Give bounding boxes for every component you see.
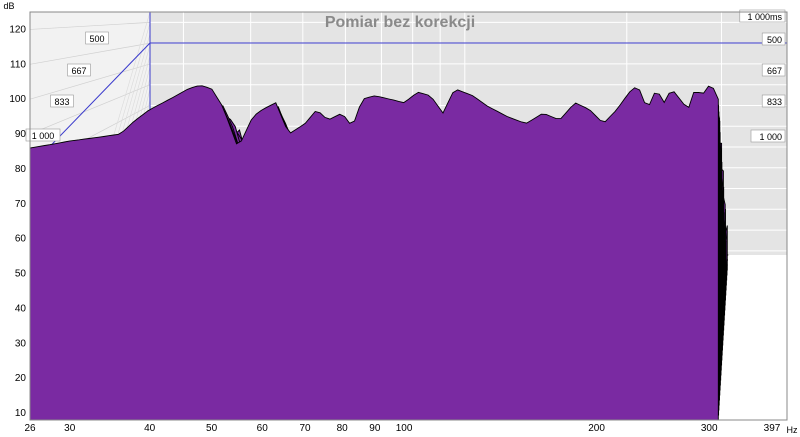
- x-tick-label: 70: [299, 423, 311, 434]
- grid-line-side: [29, 63, 151, 100]
- time-label-box: [750, 129, 786, 143]
- y-tick-label: 70: [15, 199, 27, 210]
- x-tick-label: 90: [369, 423, 381, 434]
- grid-line-side: [29, 42, 151, 65]
- y-tick-label: 110: [10, 59, 26, 70]
- x-tick-label: 26: [24, 423, 36, 434]
- y-tick-label: 30: [15, 338, 27, 349]
- x-tick-label: 200: [588, 423, 605, 434]
- time-label-box: [761, 63, 786, 77]
- time-label-left: 1 000: [32, 131, 55, 141]
- plot-frame: [29, 11, 788, 421]
- y-tick-label: 20: [15, 373, 27, 384]
- y-tick-label: 90: [15, 129, 27, 140]
- time-label-right: 667: [767, 66, 782, 76]
- y-tick-label: 10: [15, 408, 27, 419]
- time-label-right: 500: [767, 35, 782, 45]
- time-label-right: 833: [767, 97, 782, 107]
- time-label-box: [739, 9, 786, 23]
- x-tick-label: 40: [144, 423, 156, 434]
- chart-title: Pomiar bez korekcji: [325, 14, 475, 31]
- time-label-box: [25, 128, 61, 142]
- waterfall-slices: [29, 85, 729, 421]
- waterfall-slice: [29, 85, 719, 421]
- x-tick-label: 397: [764, 423, 781, 434]
- time-label-box: [761, 94, 786, 108]
- time-label-box: [50, 94, 74, 108]
- x-tick-label: 60: [257, 423, 269, 434]
- x-tick-label: 300: [701, 423, 718, 434]
- time-label-box: [85, 31, 109, 45]
- x-tick-label: 50: [206, 423, 218, 434]
- grid-line-side: [29, 22, 151, 30]
- time-label-right: 1 000ms: [747, 12, 782, 22]
- time-label-box: [67, 63, 91, 77]
- x-axis-unit: Hz: [787, 425, 798, 435]
- y-axis-unit: dB: [3, 1, 14, 11]
- y-tick-label: 50: [15, 269, 27, 280]
- y-tick-label: 120: [9, 24, 26, 35]
- x-tick-label: 80: [337, 423, 349, 434]
- time-label-box: [761, 32, 786, 46]
- time-label-left: 500: [89, 34, 104, 44]
- y-tick-label: 60: [15, 234, 27, 245]
- axes: 10 20 30 40 50 60 70 80 90 100 110 120 26 30 40 50 60 70 8…: [9, 9, 788, 434]
- time-label-left: 667: [71, 66, 86, 76]
- x-tick-label: 100: [396, 423, 413, 434]
- y-tick-label: 80: [15, 164, 27, 175]
- time-label-left: 833: [54, 97, 69, 107]
- time-label-right: 1 000: [759, 132, 782, 142]
- y-tick-label: 100: [9, 94, 26, 105]
- y-tick-label: 40: [15, 303, 27, 314]
- x-tick-label: 30: [64, 423, 76, 434]
